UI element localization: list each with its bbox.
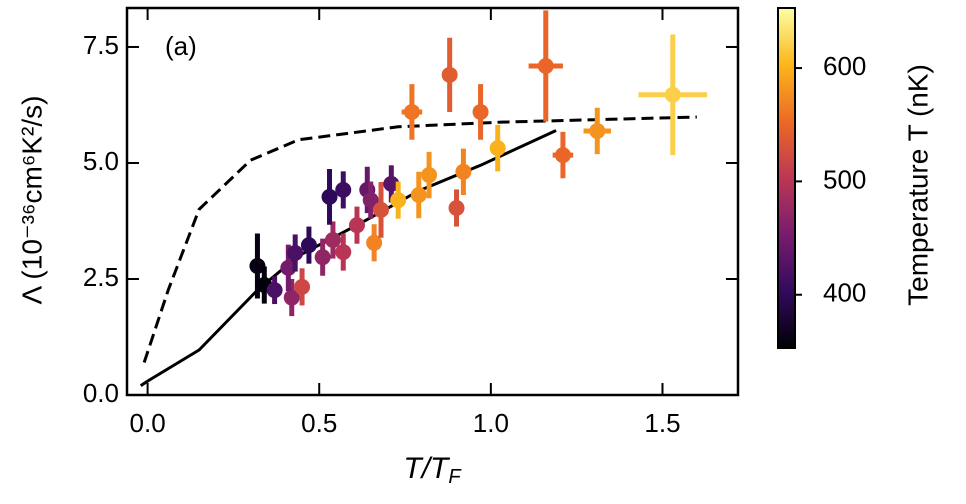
- data-point: [314, 249, 331, 266]
- x-tick-label: 0.5: [301, 408, 337, 438]
- data-point: [448, 199, 465, 216]
- x-label-sub: F: [448, 466, 462, 488]
- data-point: [421, 167, 438, 184]
- data-point: [280, 259, 297, 276]
- x-axis-label: T/TF: [403, 452, 462, 488]
- data-point: [324, 232, 341, 249]
- data-point: [383, 175, 400, 192]
- model-curve: [142, 115, 697, 363]
- data-point: [335, 181, 352, 198]
- x-tick-label: 1.5: [644, 408, 680, 438]
- data-point: [441, 66, 458, 83]
- colorbar-label: Temperature T (nK): [902, 64, 933, 306]
- data-point: [373, 201, 390, 218]
- data-point: [489, 140, 506, 157]
- data-point: [348, 217, 365, 234]
- curves: [139, 115, 697, 387]
- y-tick-label: 5.0: [83, 146, 119, 176]
- data-point: [321, 188, 338, 205]
- x-tick-label: 1.0: [473, 408, 509, 438]
- data-point: [455, 163, 472, 180]
- y-tick-label: 7.5: [83, 30, 119, 60]
- data-point: [537, 58, 554, 75]
- data-point: [294, 278, 311, 295]
- x-label-main: T/T: [403, 452, 451, 485]
- data-point: [300, 237, 317, 254]
- data-point: [390, 192, 407, 209]
- x-tick-label: 0.0: [130, 408, 166, 438]
- colorbar-tick-label: 500: [823, 164, 866, 194]
- data-point: [335, 244, 352, 261]
- data-point: [554, 147, 571, 164]
- data-point: [472, 103, 489, 120]
- y-axis-label: Λ (10⁻³⁶cm⁶K²/s): [16, 96, 47, 305]
- y-tick-label: 2.5: [83, 262, 119, 292]
- data-point: [266, 282, 283, 299]
- data-point: [664, 86, 681, 103]
- data-point: [249, 258, 266, 274]
- data-point: [366, 234, 383, 251]
- data-point: [283, 289, 300, 306]
- colorbar-tick-label: 400: [823, 278, 866, 308]
- data-point: [287, 245, 304, 262]
- data-point: [410, 187, 427, 204]
- colorbar: [777, 7, 796, 349]
- data-point: [362, 192, 379, 209]
- data-point: [403, 103, 420, 120]
- plot-frame: [125, 6, 740, 397]
- annotation: (a): [165, 31, 197, 61]
- data-point: [589, 122, 606, 139]
- colorbar-tick-label: 600: [823, 51, 866, 81]
- y-tick-label: 0.0: [83, 378, 119, 408]
